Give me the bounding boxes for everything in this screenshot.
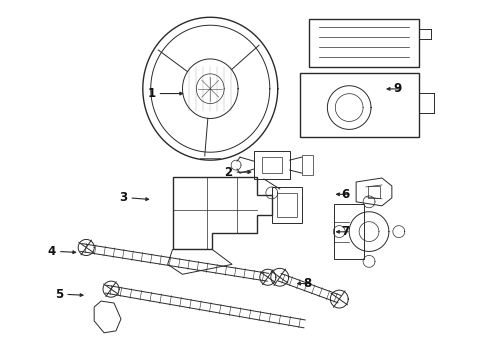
Text: 8: 8: [303, 277, 311, 290]
Bar: [262, 157, 282, 173]
Bar: [368, 186, 380, 198]
Text: 7: 7: [341, 225, 349, 238]
Text: 9: 9: [393, 82, 402, 95]
Bar: [334, 204, 364, 260]
Bar: [299, 73, 418, 137]
Text: 6: 6: [341, 188, 349, 201]
Text: 2: 2: [224, 166, 232, 179]
Bar: [272, 187, 301, 223]
Bar: [301, 155, 314, 175]
Text: 5: 5: [55, 288, 63, 301]
Bar: [254, 151, 290, 179]
Bar: [310, 19, 418, 67]
Text: 1: 1: [147, 87, 156, 100]
Text: 4: 4: [48, 245, 56, 258]
Text: 3: 3: [119, 192, 127, 204]
Bar: [277, 193, 296, 217]
